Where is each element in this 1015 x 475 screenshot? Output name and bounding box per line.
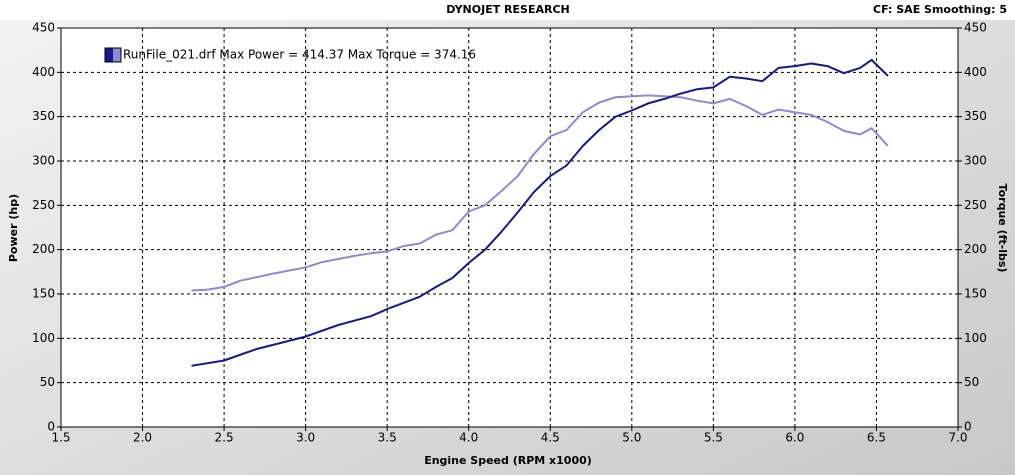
y-tick-label: 300: [32, 154, 55, 168]
y2-tick-label: 350: [964, 109, 987, 123]
grid: [60, 27, 959, 428]
lines: [191, 58, 889, 367]
x-tick-label: 2.5: [215, 431, 234, 445]
x-tick-label: 3.0: [296, 431, 315, 445]
y2-tick-label: 300: [964, 154, 987, 168]
y2-tick-label: 400: [964, 65, 987, 79]
y2-tick-label: 50: [964, 375, 979, 389]
y-tick-label: 50: [40, 375, 55, 389]
chart-title: DYNOJET RESEARCH: [446, 3, 569, 16]
x-tick-label: 3.5: [378, 431, 397, 445]
y2-tick-label: 0: [964, 420, 972, 434]
y2-tick-label: 100: [964, 331, 987, 345]
x-tick-label: 6.0: [785, 431, 804, 445]
plot-area: [60, 27, 959, 428]
y-tick-label: 450: [32, 21, 55, 35]
y-axis-label: Power (hp): [7, 194, 20, 262]
y2-tick-label: 250: [964, 198, 987, 212]
legend-swatch: [104, 47, 122, 63]
y-tick-label: 150: [32, 287, 55, 301]
x-tick-label: 2.0: [133, 431, 152, 445]
y-tick-label: 400: [32, 65, 55, 79]
x-tick-label: 5.0: [622, 431, 641, 445]
x-tick-label: 6.5: [867, 431, 886, 445]
x-tick-label: 4.0: [459, 431, 478, 445]
legend-text: RunFile_021.drf Max Power = 414.37 Max T…: [123, 48, 476, 62]
y2-axis-label: Torque (ft-lbs): [996, 184, 1009, 273]
x-tick-label: 1.5: [51, 431, 70, 445]
y2-tick-label: 150: [964, 287, 987, 301]
x-tick-label: 7.0: [948, 431, 967, 445]
x-tick-label: 5.5: [704, 431, 723, 445]
y2-tick-label: 200: [964, 242, 987, 256]
y-tick-label: 200: [32, 242, 55, 256]
y-tick-label: 350: [32, 109, 55, 123]
chart-subtitle: CF: SAE Smoothing: 5: [873, 3, 1007, 16]
line-series: [191, 58, 889, 367]
title-bar: [0, 0, 1015, 20]
y-tick-label: 100: [32, 331, 55, 345]
y-tick-label: 250: [32, 198, 55, 212]
x-tick-label: 4.5: [541, 431, 560, 445]
line-series: [191, 94, 889, 292]
y-tick-label: 0: [47, 420, 55, 434]
x-axis-label: Engine Speed (RPM x1000): [424, 454, 592, 467]
y2-tick-label: 450: [964, 21, 987, 35]
